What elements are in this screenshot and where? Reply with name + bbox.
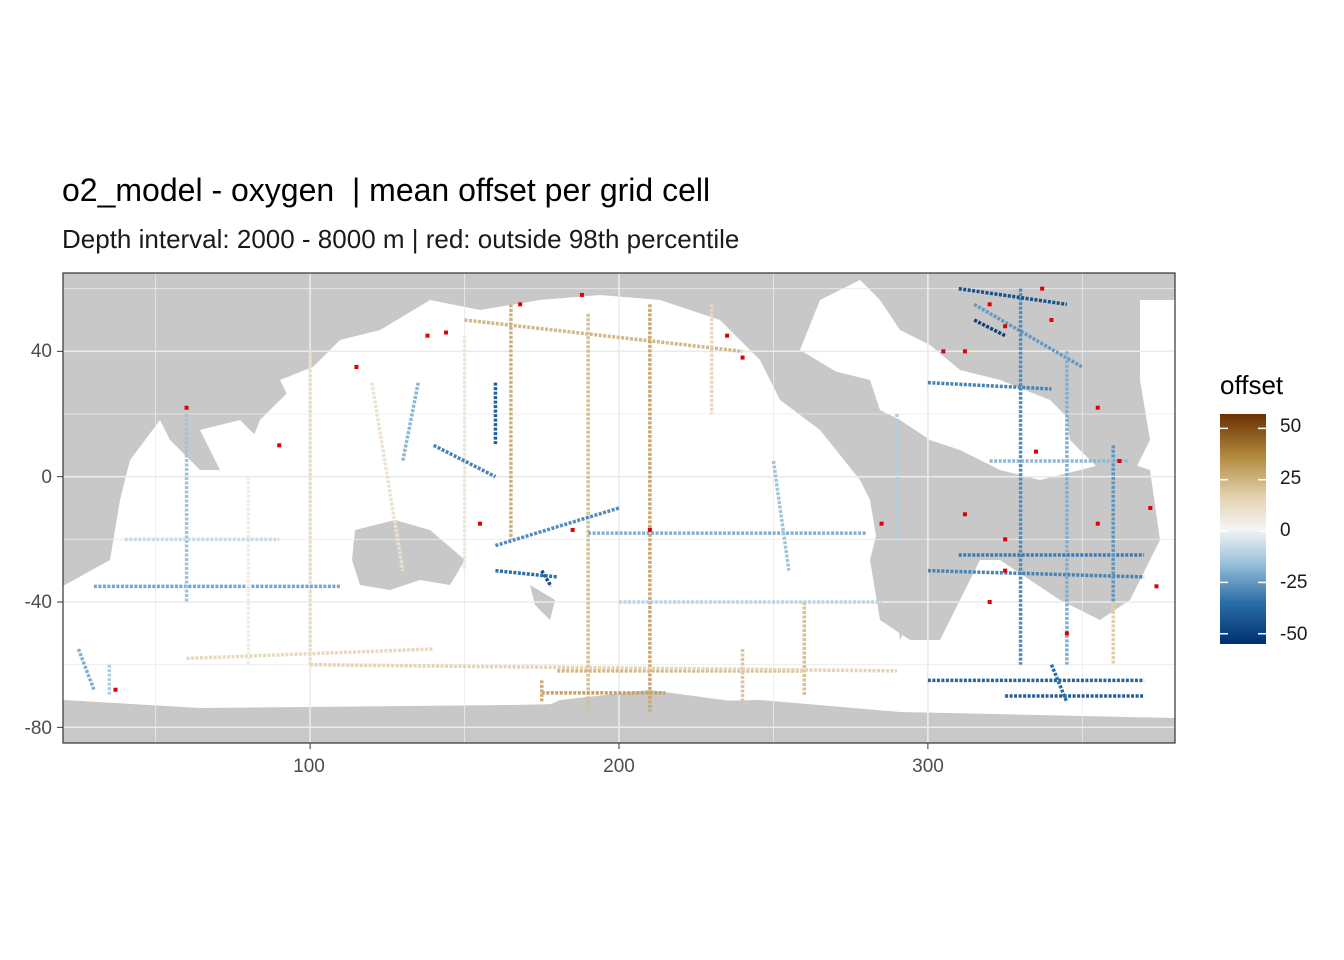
legend-label: 0 (1280, 520, 1291, 541)
outlier-cell (444, 330, 449, 335)
plot-title: o2_model - oxygen | mean offset per grid… (62, 172, 711, 208)
offset-track (432, 443, 497, 479)
outlier-cell (1034, 449, 1038, 454)
legend-label: 50 (1280, 416, 1302, 437)
outlier-cell (725, 333, 730, 338)
x-tick-label: 100 (293, 756, 325, 777)
land-masses (63, 273, 1175, 743)
offset-track (771, 460, 791, 571)
outlier-cell (962, 349, 967, 354)
australia-land (352, 520, 465, 590)
legend-ticks (1220, 427, 1266, 635)
offset-track (1049, 664, 1069, 703)
outlier-cell (1003, 568, 1008, 573)
outlier-cell (184, 405, 189, 410)
outlier-cell (1154, 584, 1159, 589)
outlier-cell (941, 349, 946, 354)
outlier-cell (962, 512, 967, 517)
north-america-land (830, 370, 880, 420)
offset-track (540, 569, 553, 588)
offset-track (973, 302, 1084, 369)
outlier-cell (425, 333, 430, 338)
outlier-cell (1003, 537, 1008, 542)
offset-track (927, 568, 1145, 579)
offset-track (494, 506, 620, 548)
offset-track (370, 382, 405, 571)
y-tick-label: 40 (30, 341, 52, 362)
outlier-cell (478, 521, 482, 526)
outlier-cell (1040, 286, 1045, 291)
south-america-land (870, 440, 960, 640)
legend-title: offset (1220, 370, 1284, 400)
y-tick-label: 0 (41, 467, 52, 488)
outlier-cell (879, 521, 884, 526)
x-tick-label: 300 (912, 756, 944, 777)
outlier-cell (1095, 521, 1100, 526)
y-tick-label: -80 (24, 718, 52, 739)
eurasia-land (63, 273, 430, 470)
outlier-cell (518, 302, 523, 307)
outlier-cell (647, 527, 652, 532)
outlier-cell (354, 365, 359, 369)
offset-cells (76, 286, 1145, 712)
x-tick-label: 200 (603, 756, 635, 777)
offset-track (495, 568, 558, 579)
outlier-cell (113, 687, 118, 692)
offset-track (76, 648, 96, 691)
legend-label: 25 (1280, 468, 1302, 489)
outlier-cell (1064, 631, 1069, 636)
outlier-cell (740, 355, 745, 360)
outlier-cell (579, 292, 584, 297)
legend-label: -50 (1280, 624, 1308, 645)
offset-track (927, 380, 1052, 391)
outlier-cell (570, 527, 575, 532)
outlier-cell (1095, 405, 1100, 410)
outlier-cell (1148, 506, 1153, 510)
y-tick-label: -40 (24, 592, 52, 613)
outlier-cell (1117, 459, 1122, 463)
greenland-land (880, 273, 930, 300)
outlier-cell (1003, 324, 1008, 329)
offset-track (973, 318, 1006, 338)
legend-label: -25 (1280, 572, 1308, 593)
plot-subtitle: Depth interval: 2000 - 8000 m | red: out… (62, 224, 740, 254)
axis-ticks (57, 350, 929, 749)
legend-colorbar (1220, 414, 1266, 644)
outlier-cell (987, 302, 992, 307)
outlier-cells (113, 286, 1159, 692)
offset-track (958, 286, 1068, 307)
offset-track (310, 662, 898, 673)
outlier-cell (987, 600, 992, 604)
outlier-cell (1049, 318, 1054, 322)
bay-water (280, 360, 360, 420)
outlier-cell (277, 443, 282, 448)
